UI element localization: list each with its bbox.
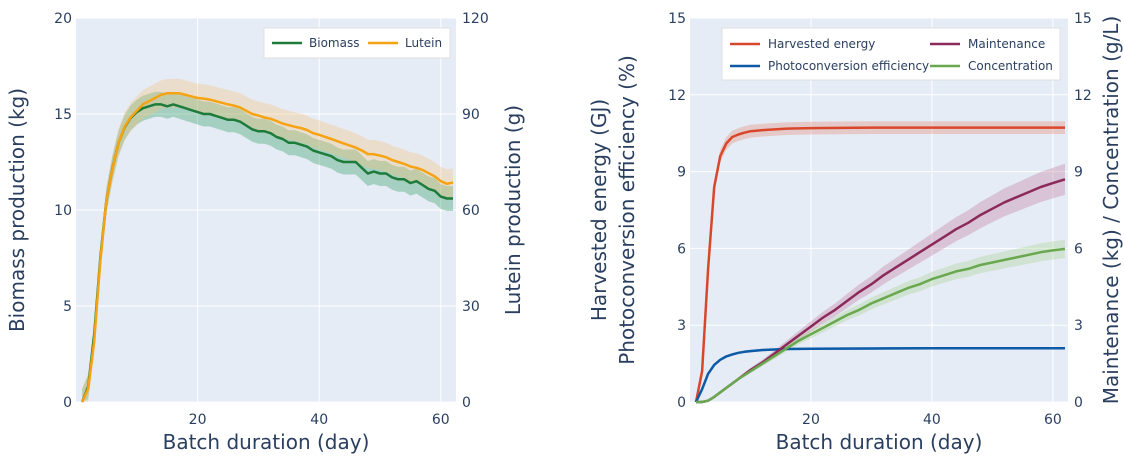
y2-axis-title: Maintenance (kg) / Concentration (g/L): [1099, 16, 1123, 405]
y2-tick-label: 12: [1074, 88, 1092, 104]
y2-tick-label: 3: [1074, 318, 1083, 334]
y-tick-label: 9: [677, 165, 686, 181]
legend-label-harvested-energy: Harvested energy: [768, 37, 875, 51]
legend: Biomass Lutein: [263, 27, 451, 59]
y2-tick-label: 120: [462, 11, 489, 27]
y2-tick-label: 0: [1074, 395, 1083, 411]
y2-axis-title: Lutein production (g): [501, 105, 525, 315]
y-axis-title: Photoconversion efficiency (%): [615, 55, 639, 365]
y-tick-label: 15: [668, 11, 686, 27]
y-tick-label: 3: [677, 318, 686, 334]
x-tick-label: 60: [432, 412, 450, 428]
series-line-harvested-energy: [694, 126, 1065, 403]
y2-tick-label: 0: [462, 395, 471, 411]
plot-area: [690, 18, 1068, 402]
series-line-concentration: [696, 247, 1066, 404]
series-band-biomass: [82, 91, 453, 403]
x-axis-title: Batch duration (day): [776, 430, 983, 454]
y-tick-label: 0: [677, 395, 686, 411]
y2-tick-label: 15: [1074, 11, 1092, 27]
y2-tick-label: 30: [462, 299, 480, 315]
x-tick-label: 40: [310, 412, 328, 428]
y-tick-label: 12: [668, 88, 686, 104]
y-tick-label: 15: [54, 107, 72, 123]
x-axis-title: Batch duration (day): [163, 430, 370, 454]
y2-tick-label: 9: [1074, 165, 1083, 181]
legend-label-maintenance: Maintenance: [968, 37, 1045, 51]
gridlines: [76, 17, 456, 403]
y-tick-label: 6: [677, 241, 686, 257]
y-tick-label: 20: [54, 11, 72, 27]
x-tick-label: 20: [802, 412, 820, 428]
y-axis-title: Biomass production (kg): [5, 88, 29, 332]
y-tick-label: 5: [63, 299, 72, 315]
y2-tick-label: 90: [462, 107, 480, 123]
x-tick-label: 20: [189, 412, 207, 428]
y-axis-title: Harvested energy (GJ): [587, 99, 611, 321]
legend-label-lutein: Lutein: [405, 36, 442, 50]
series-line-biomass: [80, 103, 453, 403]
gridlines: [690, 17, 1068, 403]
chart-panel-2: 20 40 60 0 3 6 9 12 15 0 3 6 9 12 15 Batch duration (da…: [587, 11, 1123, 454]
series-band-lutein: [82, 78, 453, 403]
legend-box: [721, 27, 1061, 81]
y2-tick-label: 60: [462, 203, 480, 219]
x-tick-label: 40: [923, 412, 941, 428]
series-line-photoconversion-efficiency: [694, 346, 1065, 403]
y-tick-label: 10: [54, 203, 72, 219]
chart-panel-1: 20 40 60 0 5 10 15 20 0 30 60 90 120 Batch duration (…: [5, 11, 525, 454]
y-tick-label: 0: [63, 395, 72, 411]
x-tick-label: 60: [1044, 412, 1062, 428]
legend-box: [263, 27, 451, 59]
series-line-lutein: [80, 91, 454, 403]
legend-label-biomass: Biomass: [309, 36, 359, 50]
legend-label-photoconversion-efficiency: Photoconversion efficiency: [768, 59, 929, 73]
legend: Harvested energy Photoconversion efficien…: [721, 27, 1061, 81]
y2-tick-label: 6: [1074, 241, 1083, 257]
legend-label-concentration: Concentration: [968, 59, 1053, 73]
